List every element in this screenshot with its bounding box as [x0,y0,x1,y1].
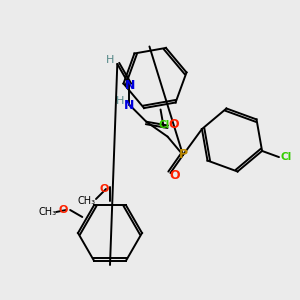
Text: CH₃: CH₃ [78,196,96,206]
Text: H: H [106,55,115,65]
Text: CH₃: CH₃ [38,207,56,217]
Text: H: H [116,96,124,106]
Text: Cl: Cl [158,120,169,130]
Text: N: N [124,99,134,112]
Text: Cl: Cl [281,152,292,162]
Text: O: O [169,118,179,131]
Text: N: N [125,79,136,92]
Text: O: O [58,205,68,215]
Text: O: O [169,169,180,182]
Text: P: P [178,148,188,161]
Text: O: O [99,184,109,194]
